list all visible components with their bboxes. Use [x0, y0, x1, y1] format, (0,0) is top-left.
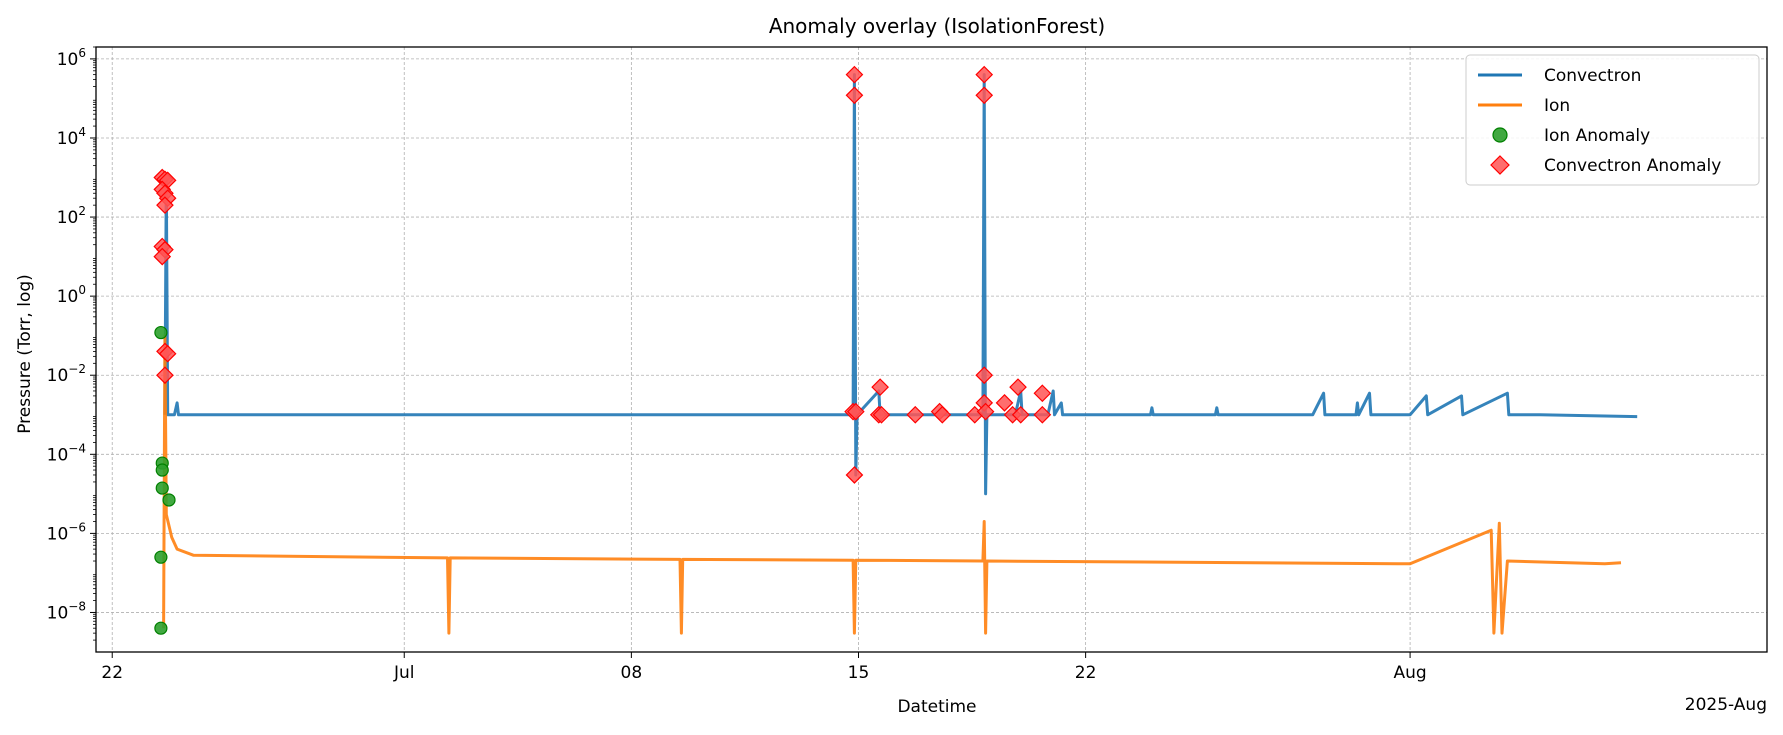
convectron-anomaly-point: [871, 378, 889, 396]
y-tick-label: 104: [57, 125, 86, 149]
ion-anomaly-point: [154, 325, 168, 340]
legend-label: Ion: [1544, 96, 1570, 116]
x-tick-label: 22: [1075, 663, 1097, 683]
convectron-anomaly-point: [156, 196, 174, 215]
legend: Convectron Ion Ion Anomaly Convectron Anoma…: [1465, 54, 1760, 186]
x-tick-label: Jul: [393, 663, 415, 683]
convectron-anomaly-point: [933, 405, 952, 424]
y-tick-label: 100: [57, 283, 86, 307]
ion-anomaly-point: [155, 463, 169, 477]
convectron-anomaly-point: [872, 405, 891, 424]
convectron-anomaly-point: [846, 402, 865, 421]
convectron-anomaly-point: [845, 86, 864, 105]
chart-title: Anomaly overlay (IsolationForest): [769, 14, 1105, 38]
convectron-anomaly-point: [906, 405, 925, 424]
convectron-anomaly-point: [1009, 378, 1027, 396]
convectron-anomaly-point: [845, 65, 864, 84]
x-axis-offset-label: 2025-Aug: [1685, 695, 1767, 715]
ion-anomaly-point: [162, 493, 176, 507]
convectron-anomaly-point: [975, 366, 994, 385]
y-tick-label: 106: [57, 46, 86, 70]
convectron-anomaly-point: [975, 65, 994, 84]
y-tick-label: 10−8: [47, 599, 86, 623]
convectron-anomaly-point: [976, 402, 995, 421]
convectron-anomaly-point: [1033, 405, 1052, 424]
legend-swatch-circle: [1492, 127, 1508, 143]
y-tick-label: 10−2: [47, 362, 86, 386]
x-tick-label: Aug: [1393, 663, 1426, 683]
plot-frame: [95, 46, 1768, 653]
x-tick-label: 22: [101, 663, 123, 683]
axes: 22 Jul 08 15 22 Aug 10−8 10−6 10−4 10−2 100 102 104 1…: [47, 46, 1427, 683]
convectron-anomaly-point: [975, 86, 994, 105]
y-tick-label: 102: [57, 204, 86, 228]
legend-label: Convectron Anomaly: [1544, 156, 1721, 176]
legend-label: Ion Anomaly: [1544, 126, 1650, 146]
convectron-anomaly-point: [845, 466, 864, 484]
convectron-anomaly-point: [995, 394, 1014, 412]
convectron-anomaly-point: [153, 247, 172, 266]
convectron-anomaly-point: [1033, 384, 1052, 403]
convectron-anomaly-point: [158, 344, 177, 363]
y-tick-label: 10−6: [47, 520, 86, 544]
series-line-ion: [162, 334, 1622, 635]
x-axis-label: Datetime: [897, 697, 976, 717]
legend-label: Convectron: [1544, 66, 1641, 86]
x-tick-label: 15: [848, 663, 870, 683]
legend-box: [1465, 54, 1760, 186]
convectron-anomaly-point: [156, 366, 174, 385]
y-axis-label: Pressure (Torr, log): [15, 274, 35, 434]
series-layer: [153, 65, 1638, 635]
ion-anomaly-point: [155, 481, 169, 495]
y-tick-label: 10−4: [47, 441, 86, 465]
legend-swatch-diamond: [1490, 155, 1510, 175]
x-tick-label: 08: [621, 663, 643, 683]
ion-anomaly-point: [154, 550, 168, 564]
series-line-convectron: [163, 73, 1638, 496]
convectron-anomaly-point: [1011, 405, 1030, 424]
ion-anomaly-point: [154, 621, 168, 635]
